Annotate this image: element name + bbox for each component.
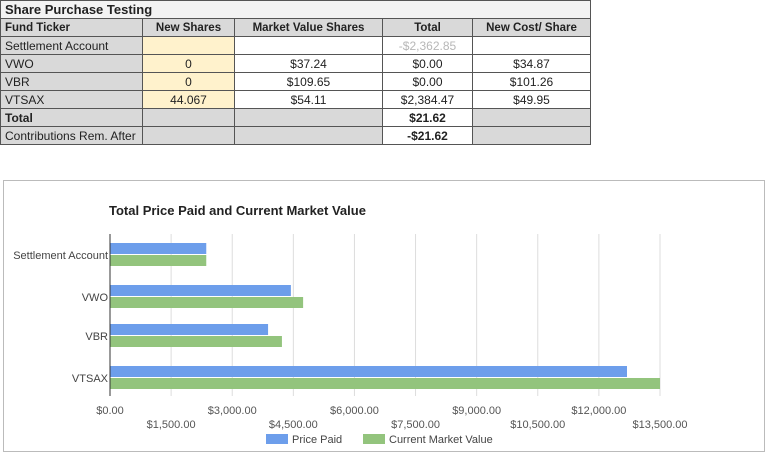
empty-cell[interactable] bbox=[142, 108, 235, 127]
cell-new-cost[interactable]: $49.95 bbox=[472, 90, 591, 109]
cell-new-shares[interactable]: 0 bbox=[142, 72, 235, 91]
empty-cell[interactable] bbox=[472, 126, 591, 145]
header-new-shares[interactable]: New Shares bbox=[142, 18, 235, 37]
legend-swatch bbox=[266, 434, 288, 444]
header-total[interactable]: Total bbox=[382, 18, 473, 37]
total-value[interactable]: $21.62 bbox=[382, 108, 473, 127]
header-market-value[interactable]: Market Value Shares bbox=[234, 18, 383, 37]
cell-new-shares[interactable]: 44.067 bbox=[142, 90, 235, 109]
y-category-label: VBR bbox=[85, 331, 108, 343]
cell-market-value[interactable]: $54.11 bbox=[234, 90, 383, 109]
cell-new-shares[interactable] bbox=[142, 36, 235, 55]
empty-cell[interactable] bbox=[142, 126, 235, 145]
contrib-label[interactable]: Contributions Rem. After bbox=[0, 126, 143, 145]
x-tick-label: $3,000.00 bbox=[208, 405, 257, 417]
cell-ticker[interactable]: VTSAX bbox=[0, 90, 143, 109]
empty-cell[interactable] bbox=[234, 108, 383, 127]
bar-current-market-value bbox=[110, 336, 282, 347]
cell-new-cost[interactable] bbox=[472, 36, 591, 55]
bar-price-paid bbox=[110, 366, 627, 377]
bar-current-market-value bbox=[110, 255, 207, 266]
table-row: Settlement Account -$2,362.85 bbox=[0, 36, 591, 55]
cell-total[interactable]: $2,384.47 bbox=[382, 90, 473, 109]
cell-market-value[interactable]: $37.24 bbox=[234, 54, 383, 73]
table-title: Share Purchase Testing bbox=[0, 0, 591, 19]
chart-title: Total Price Paid and Current Market Valu… bbox=[109, 203, 366, 218]
bar-current-market-value bbox=[110, 297, 304, 308]
y-category-label: VTSAX bbox=[72, 373, 109, 385]
cell-total[interactable]: $0.00 bbox=[382, 72, 473, 91]
cell-new-cost[interactable]: $34.87 bbox=[472, 54, 591, 73]
x-tick-label: $9,000.00 bbox=[452, 405, 501, 417]
empty-cell[interactable] bbox=[234, 126, 383, 145]
chart-svg: Total Price Paid and Current Market Valu… bbox=[13, 203, 687, 446]
table-row: VBR 0 $109.65 $0.00 $101.26 bbox=[0, 72, 591, 91]
legend-label: Current Market Value bbox=[389, 434, 493, 446]
cell-ticker[interactable]: Settlement Account bbox=[0, 36, 143, 55]
x-tick-label: $0.00 bbox=[96, 405, 124, 417]
header-new-cost[interactable]: New Cost/ Share bbox=[472, 18, 591, 37]
bar-current-market-value bbox=[110, 378, 660, 389]
total-label[interactable]: Total bbox=[0, 108, 143, 127]
table-row: VTSAX 44.067 $54.11 $2,384.47 $49.95 bbox=[0, 90, 591, 109]
legend-swatch bbox=[363, 434, 385, 444]
contributions-row: Contributions Rem. After -$21.62 bbox=[0, 126, 591, 145]
bar-price-paid bbox=[110, 285, 291, 296]
x-tick-label: $4,500.00 bbox=[269, 419, 318, 431]
x-tick-label: $12,000.00 bbox=[571, 405, 626, 417]
cell-market-value[interactable] bbox=[234, 36, 383, 55]
x-tick-label: $1,500.00 bbox=[147, 419, 196, 431]
legend-label: Price Paid bbox=[292, 434, 342, 446]
cell-total[interactable]: -$2,362.85 bbox=[382, 36, 473, 55]
share-purchase-table: Share Purchase Testing Fund Ticker New S… bbox=[0, 0, 591, 145]
y-category-label: Settlement Account bbox=[13, 250, 108, 262]
x-tick-label: $10,500.00 bbox=[510, 419, 565, 431]
bar-price-paid bbox=[110, 324, 269, 335]
cell-market-value[interactable]: $109.65 bbox=[234, 72, 383, 91]
cell-new-shares[interactable]: 0 bbox=[142, 54, 235, 73]
x-tick-label: $13,500.00 bbox=[632, 419, 687, 431]
cell-total[interactable]: $0.00 bbox=[382, 54, 473, 73]
table-row: VWO 0 $37.24 $0.00 $34.87 bbox=[0, 54, 591, 73]
contrib-value[interactable]: -$21.62 bbox=[382, 126, 473, 145]
y-category-label: VWO bbox=[82, 292, 109, 304]
total-row: Total $21.62 bbox=[0, 108, 591, 127]
x-tick-label: $6,000.00 bbox=[330, 405, 379, 417]
cell-ticker[interactable]: VBR bbox=[0, 72, 143, 91]
bar-price-paid bbox=[110, 243, 207, 254]
empty-cell[interactable] bbox=[472, 108, 591, 127]
bar-chart[interactable]: Total Price Paid and Current Market Valu… bbox=[3, 180, 765, 452]
header-fund-ticker[interactable]: Fund Ticker bbox=[0, 18, 143, 37]
x-tick-label: $7,500.00 bbox=[391, 419, 440, 431]
cell-new-cost[interactable]: $101.26 bbox=[472, 72, 591, 91]
cell-ticker[interactable]: VWO bbox=[0, 54, 143, 73]
